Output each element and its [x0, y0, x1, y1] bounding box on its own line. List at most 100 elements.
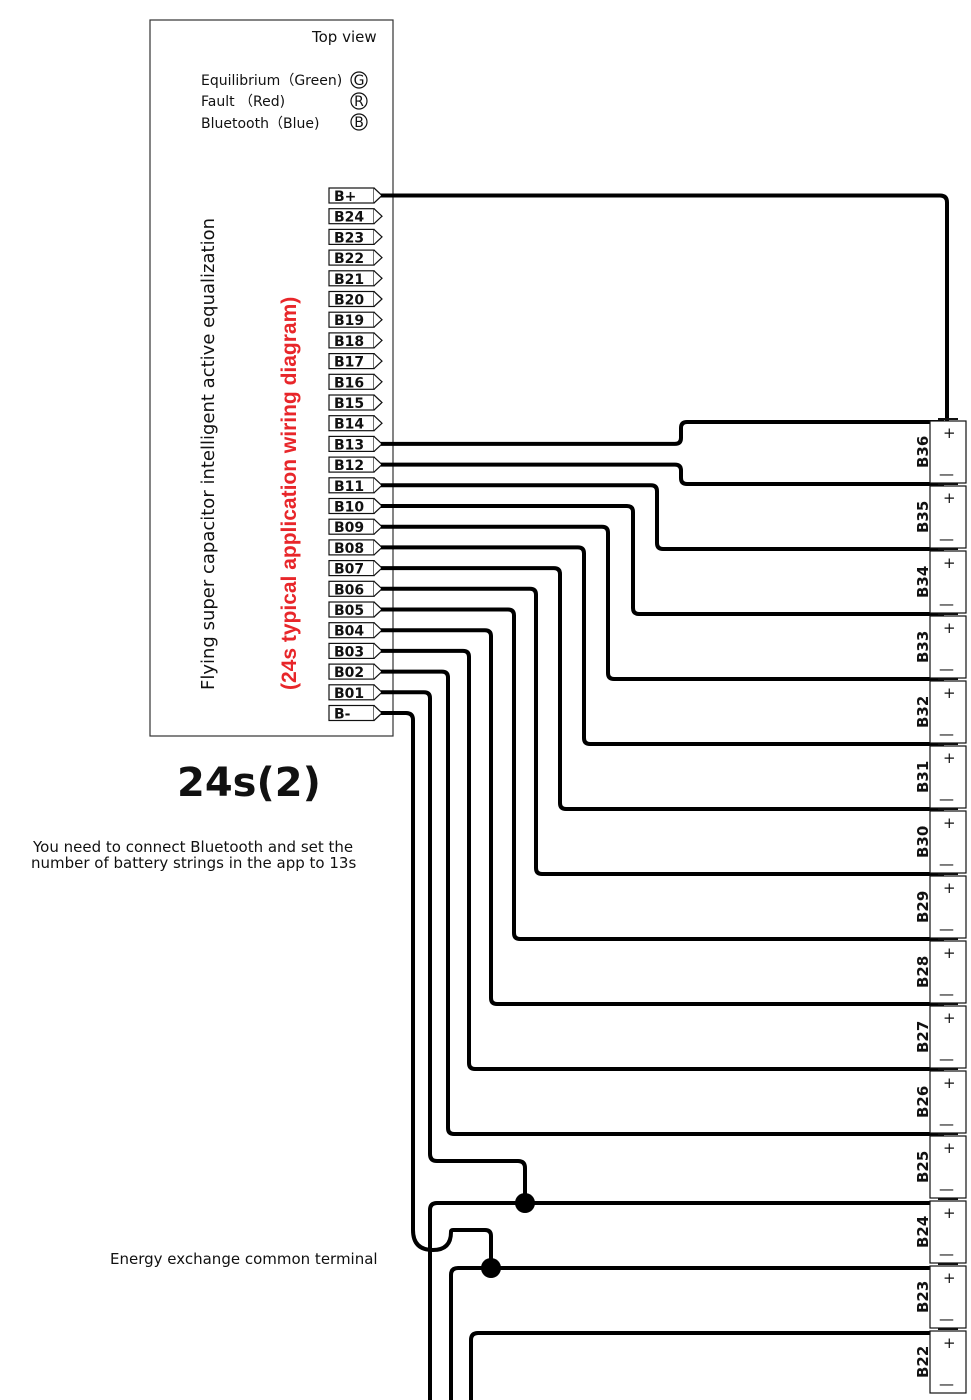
pin-B08: B08: [328, 539, 383, 557]
pin-label: B08: [334, 541, 364, 557]
wire-b06: [381, 586, 944, 876]
wiring-diagram-title: (24s typical application wiring diagram): [278, 297, 301, 690]
battery-b23: + — B23: [914, 1263, 967, 1329]
battery-cell: [929, 550, 967, 614]
battery-cell: [929, 745, 967, 809]
battery-b27: + — B27: [914, 1003, 967, 1069]
pin-B21: B21: [328, 270, 383, 288]
pin-B23: B23: [328, 228, 383, 246]
wires: [381, 193, 949, 1400]
wire-b10: [381, 504, 944, 616]
wire-common-3: [469, 1331, 944, 1400]
pin-label: B+: [334, 189, 356, 205]
minus-icon: —: [939, 725, 954, 743]
pin-B03: B03: [328, 642, 383, 660]
battery-cell: [929, 875, 967, 939]
battery-cell: [929, 1330, 967, 1394]
battery-b24: + — B24: [914, 1198, 967, 1264]
minus-icon: —: [939, 985, 954, 1003]
pin-label: B03: [334, 644, 364, 660]
plus-icon: +: [943, 1334, 956, 1352]
battery-label: B34: [914, 566, 932, 598]
battery-b34: + — B34: [914, 548, 967, 614]
pin-B12: B12: [328, 456, 383, 474]
minus-icon: —: [939, 1245, 954, 1263]
plus-icon: +: [943, 1009, 956, 1027]
battery-b26: + — B26: [914, 1068, 967, 1134]
battery-label: B24: [914, 1216, 932, 1248]
note-line-2: number of battery strings in the app to …: [31, 854, 356, 872]
battery-b22: + — B22: [914, 1328, 967, 1394]
pin-label: B07: [334, 562, 364, 578]
pin-label: B01: [334, 686, 364, 702]
blue-indicator-icon: [350, 113, 368, 131]
minus-icon: —: [939, 530, 954, 548]
pin-B11: B11: [328, 477, 383, 495]
wire-b12: [381, 462, 944, 486]
pin-label: B19: [334, 313, 364, 329]
pin-label: B15: [334, 396, 364, 412]
plus-icon: +: [943, 1204, 956, 1222]
pin-arrow-icon: [373, 415, 383, 432]
battery-cell: [929, 1135, 967, 1199]
plus-icon: +: [943, 1139, 956, 1157]
legend-fault-label: Fault （Red): [201, 94, 285, 110]
note-line-1: You need to connect Bluetooth and set th…: [32, 838, 353, 856]
pin-B10: B10: [328, 497, 383, 516]
battery-b32: + — B32: [914, 678, 967, 744]
legend-fault-symbol: R: [354, 94, 364, 110]
minus-icon: —: [939, 1115, 954, 1133]
battery-label: B33: [914, 631, 932, 663]
wire-common-1: [428, 1201, 944, 1400]
battery-b35: + — B35: [914, 483, 967, 549]
battery-b28: + — B28: [914, 938, 967, 1004]
battery-cell: [929, 810, 967, 874]
plus-icon: +: [943, 944, 956, 962]
legend-bluetooth-label: Bluetooth（Blue): [201, 116, 319, 132]
pin-B18: B18: [328, 332, 383, 350]
plus-icon: +: [943, 489, 956, 507]
battery-b30: + — B30: [914, 808, 967, 874]
battery-label: B22: [914, 1346, 932, 1378]
model-label: 24s(2): [177, 760, 321, 806]
legend-equilibrium-symbol: G: [354, 73, 365, 89]
wire-b09: [381, 524, 944, 681]
junction-dot: [481, 1258, 501, 1278]
battery-label: B30: [914, 826, 932, 858]
pin-arrow-icon: [373, 332, 383, 349]
battery-cell: [929, 1265, 967, 1329]
battery-b36: + — B36: [914, 418, 967, 484]
pin-label: B10: [334, 500, 364, 516]
pin-label: B14: [334, 417, 364, 433]
minus-icon: —: [939, 855, 954, 873]
plus-icon: +: [943, 424, 956, 442]
battery-cell: [929, 420, 967, 484]
wire-b04: [381, 628, 944, 1006]
wire-b07: [381, 566, 944, 811]
pin-label: B22: [334, 251, 364, 267]
legend-bluetooth-symbol: B: [354, 115, 364, 131]
red-indicator-icon: [350, 92, 368, 110]
battery-b31: + — B31: [914, 743, 967, 809]
battery-label: B25: [914, 1151, 932, 1183]
wire-bplus: [381, 193, 949, 429]
pin-label: B12: [334, 458, 364, 474]
pin-arrow-icon: [373, 394, 383, 411]
plus-icon: +: [943, 684, 956, 702]
pin-label: B-: [334, 707, 351, 723]
top-view-label: Top view: [311, 28, 377, 46]
wire-b13: [381, 420, 944, 446]
pin-connector-block: B+ B24 B23 B22 B21 B20 B19 B18 B17 B16 B15 B14 B13 B1…: [328, 187, 383, 723]
pin-Bminus: B-: [328, 704, 383, 723]
battery-b33: + — B33: [914, 613, 967, 679]
pin-B17: B17: [328, 353, 383, 371]
pin-B09: B09: [328, 518, 383, 536]
wire-b03: [381, 648, 944, 1071]
pin-B24: B24: [328, 208, 383, 226]
pin-B19: B19: [328, 311, 383, 329]
battery-label: B29: [914, 891, 932, 923]
battery-cell: [929, 485, 967, 549]
pin-arrow-icon: [373, 373, 383, 390]
pin-B05: B05: [328, 601, 383, 619]
pin-B06: B06: [328, 580, 383, 598]
